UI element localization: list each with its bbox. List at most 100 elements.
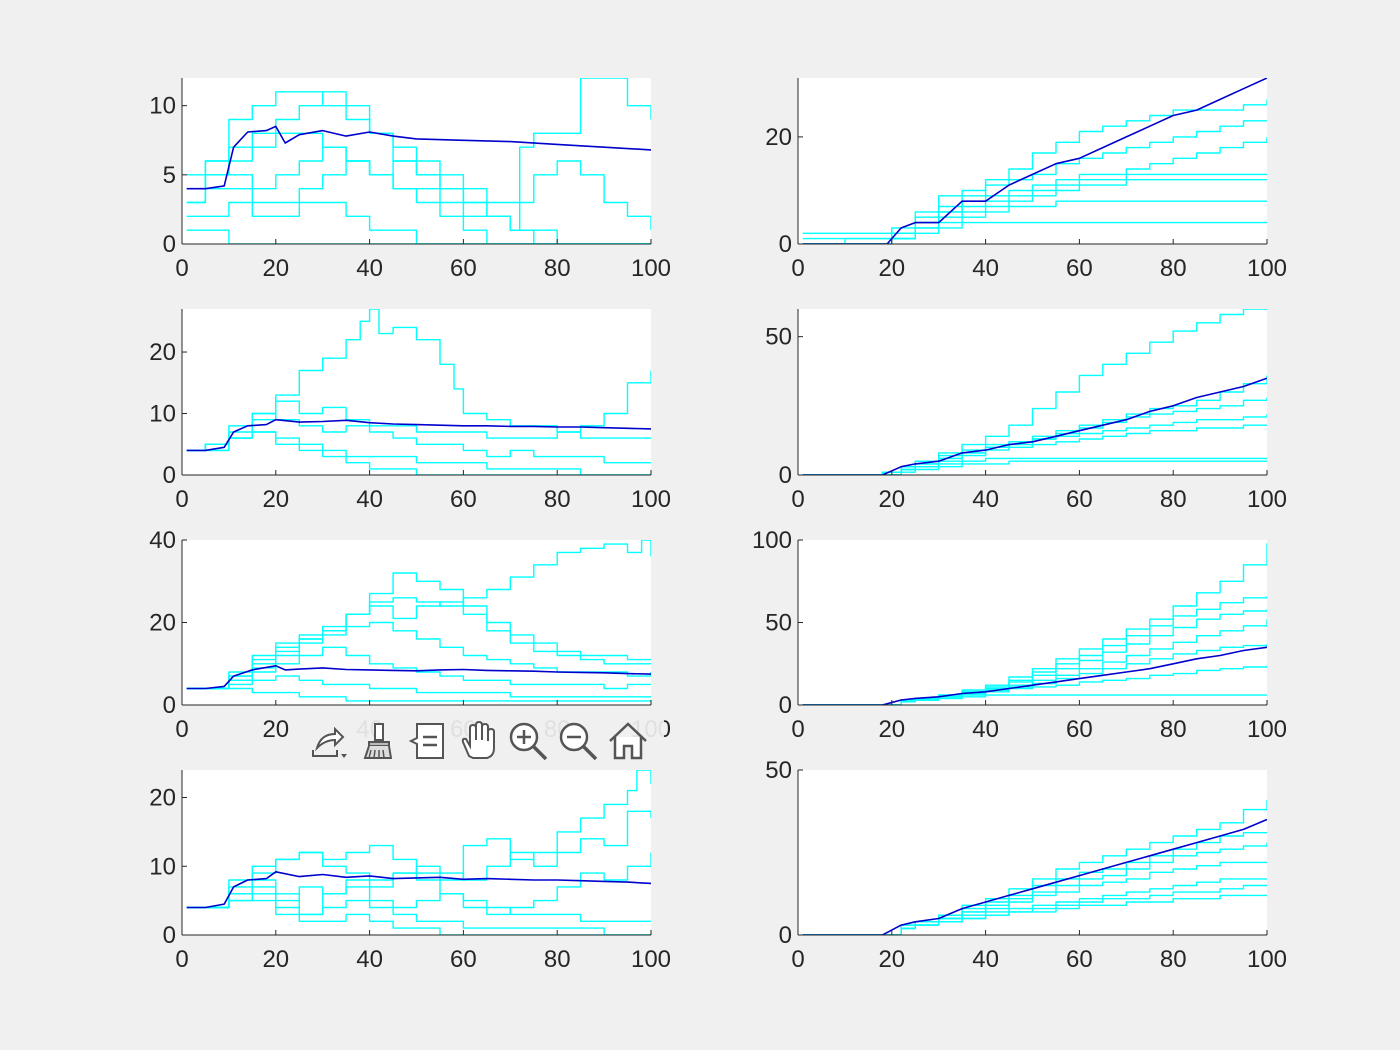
x-tick-label: 20 [878,716,905,743]
y-tick-label: 0 [779,692,792,719]
x-tick-label: 80 [544,255,571,282]
series-group [802,309,1267,475]
y-tick-label: 5 [163,162,176,189]
sample-series-line-4 [186,886,651,922]
x-tick-label: 60 [450,946,477,973]
x-tick-label: 100 [631,486,671,513]
x-tick-label: 20 [262,716,289,743]
y-tick-label: 10 [149,401,176,428]
x-tick-label: 100 [631,255,671,282]
x-tick-label: 60 [1066,486,1093,513]
y-tick-label: 0 [163,922,176,949]
y-tick-label: 50 [765,610,792,637]
x-tick-label: 20 [878,946,905,973]
pan-button[interactable] [454,717,502,765]
x-tick-label: 0 [791,255,804,282]
x-tick-label: 0 [791,716,804,743]
y-tick-label: 50 [765,324,792,351]
x-tick-label: 20 [878,255,905,282]
subplot-5: 02040608010002040 [149,527,671,743]
series-group [186,540,651,702]
x-tick-label: 100 [1247,716,1287,743]
y-tick-label: 20 [765,124,792,151]
data-tips-icon [408,723,444,759]
x-tick-label: 40 [356,486,383,513]
plot-area [798,309,1267,475]
sample-series-line-7 [186,687,651,702]
y-tick-label: 0 [779,462,792,489]
zoom-out-button[interactable] [554,717,602,765]
mean-series-line [802,646,1267,705]
series-group [802,543,1267,705]
subplot-6: 0 20 40 60 80 100 0 50 100 [752,527,1287,743]
y-tick-label: 20 [149,339,176,366]
x-tick-label: 80 [1160,486,1187,513]
x-tick-label: 40 [356,946,383,973]
x-tick-label: 40 [972,255,999,282]
x-tick-label: 0 [175,486,188,513]
y-tick-label: 0 [163,462,176,489]
series-group [186,309,651,475]
y-tick-label: 20 [149,610,176,637]
zoom-out-icon [559,722,598,761]
sample-series-line-3 [186,412,651,464]
y-tick-label: 50 [765,757,792,784]
y-tick-label: 10 [149,853,176,880]
data-tips-button[interactable] [404,717,452,765]
subplot-1: 0 20 40 60 80 100 0 5 10 [149,78,671,282]
y-tick-label: 20 [149,785,176,812]
sample-series-line-6 [186,675,651,698]
mean-series-line [802,818,1267,935]
zoom-in-icon [509,722,548,761]
pan-hand-icon [461,720,495,759]
x-tick-label: 60 [450,486,477,513]
y-tick-label: 0 [163,231,176,258]
x-tick-label: 20 [262,255,289,282]
x-tick-label: 60 [1066,255,1093,282]
sample-series-line-7 [802,221,1267,244]
x-tick-label: 40 [972,486,999,513]
sample-series-line-5 [186,646,651,690]
sample-series-line-7 [802,460,1267,475]
sample-series-line-4 [186,146,651,244]
export-icon [312,726,347,758]
axes-toolbar [300,714,664,768]
sample-series-line-5 [186,893,651,935]
brush-button[interactable] [354,717,402,765]
plot-area [182,540,651,705]
sample-series-line-5 [186,160,651,244]
x-tick-label: 60 [1066,946,1093,973]
x-tick-label: 80 [1160,716,1187,743]
x-tick-label: 0 [175,946,188,973]
export-button[interactable] [304,717,352,765]
sample-series-line-5 [186,431,651,475]
mean-series-line [186,418,651,452]
x-tick-label: 80 [1160,946,1187,973]
home-icon [609,722,647,760]
sample-series-line-6 [186,201,651,244]
subplot-3: 0 20 40 60 80 100 0 10 20 [149,309,671,513]
y-tick-label: 100 [752,527,792,554]
sample-series-line-7 [802,694,1267,705]
x-tick-label: 60 [1066,716,1093,743]
series-group [802,799,1267,935]
restore-view-button[interactable] [604,717,652,765]
x-tick-label: 80 [544,486,571,513]
series-group [802,78,1267,244]
y-tick-label: 10 [149,93,176,120]
zoom-in-button[interactable] [504,717,552,765]
x-tick-label: 20 [878,486,905,513]
x-tick-label: 80 [1160,255,1187,282]
sample-series-line-4 [802,173,1267,244]
x-tick-label: 100 [1247,255,1287,282]
mean-series-line [186,871,651,909]
sample-series-line-2 [186,91,651,231]
y-tick-label: 0 [779,922,792,949]
x-tick-label: 40 [356,255,383,282]
x-tick-label: 0 [175,716,188,743]
x-tick-label: 80 [544,946,571,973]
series-group [186,770,651,935]
x-tick-label: 40 [972,716,999,743]
